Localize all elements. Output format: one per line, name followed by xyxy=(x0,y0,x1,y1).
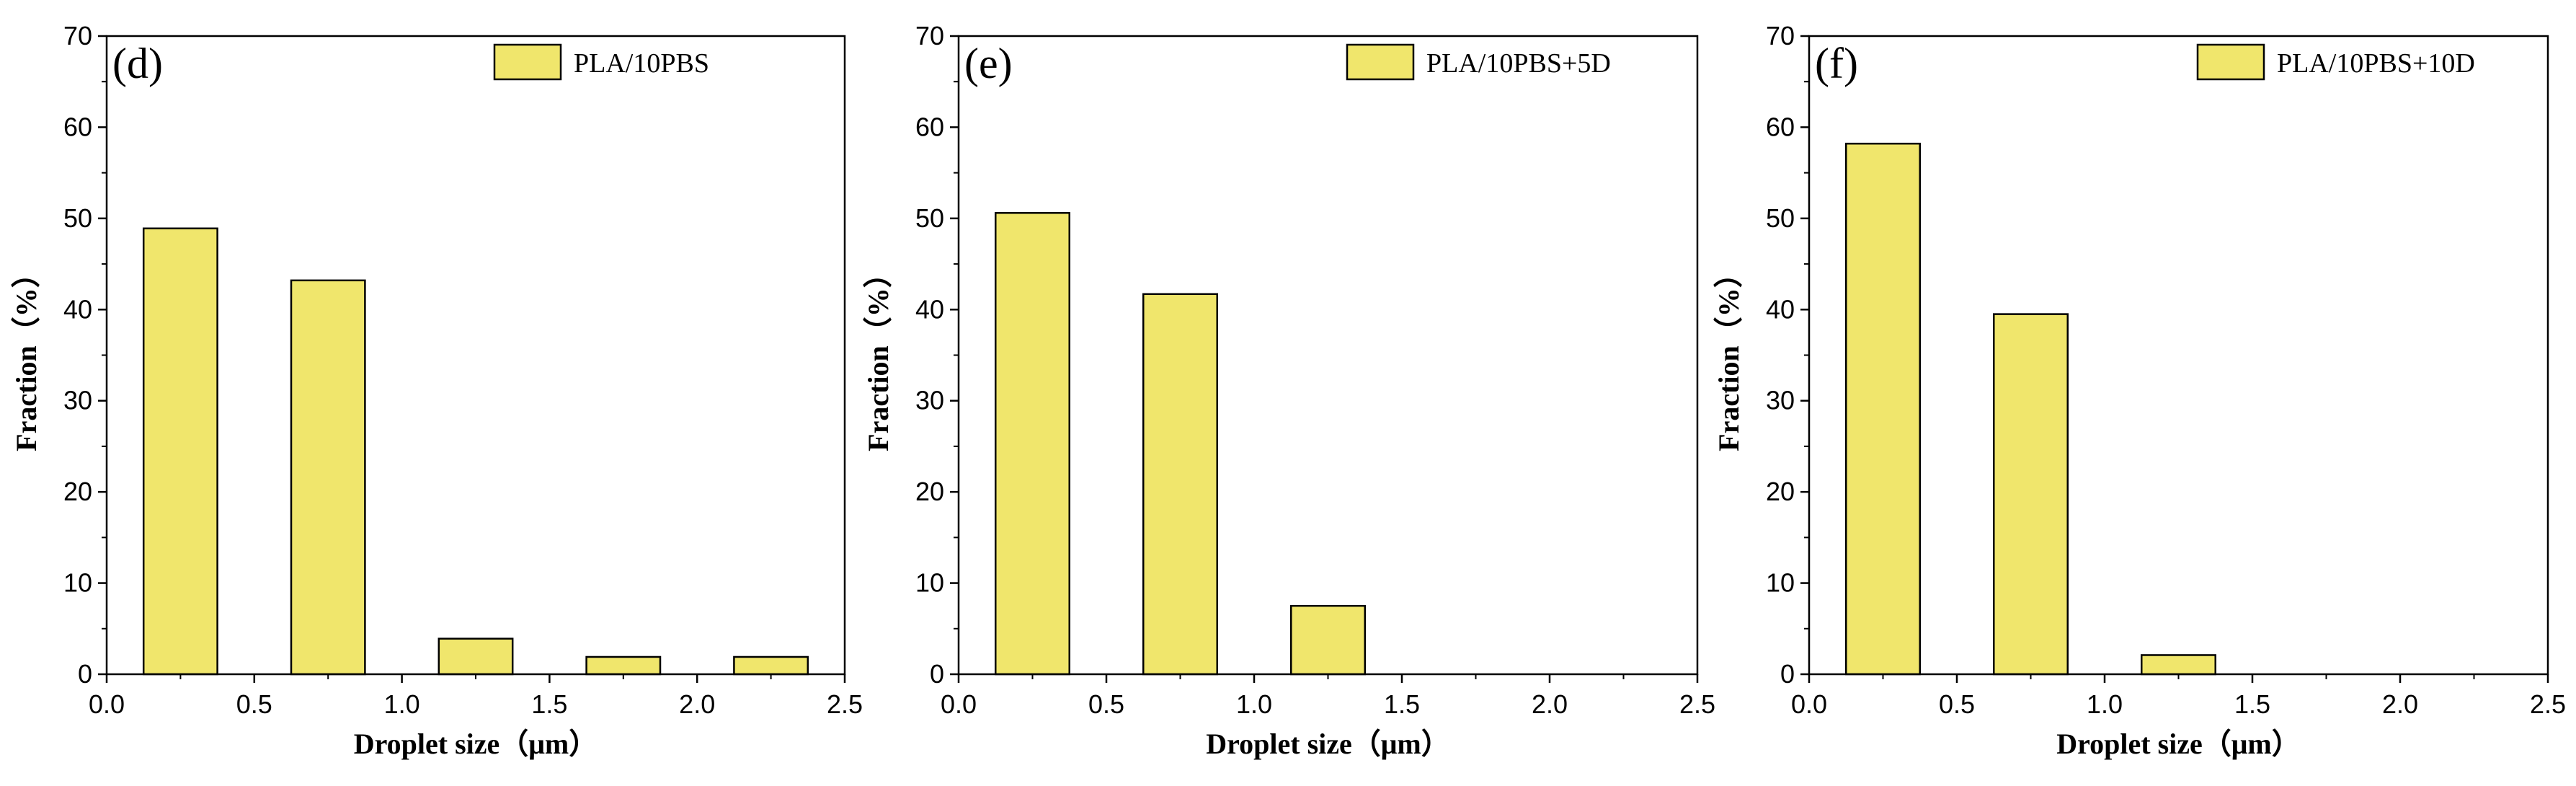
x-tick-label: 0.5 xyxy=(236,689,272,719)
x-tick-label: 0.5 xyxy=(1939,689,1975,719)
y-tick-label: 70 xyxy=(63,21,92,50)
y-tick-label: 20 xyxy=(915,477,944,506)
x-tick-label: 0.0 xyxy=(89,689,125,719)
y-tick-label: 60 xyxy=(915,112,944,141)
bar xyxy=(1993,313,2069,676)
x-tick-label: 1.5 xyxy=(1384,689,1420,719)
x-tick-label: 0.0 xyxy=(1791,689,1827,719)
bar xyxy=(733,655,809,676)
bar xyxy=(2141,654,2216,676)
y-tick-label: 60 xyxy=(63,112,92,141)
legend-label: PLA/10PBS+5D xyxy=(1426,48,1611,79)
y-tick-label: 30 xyxy=(63,386,92,415)
chart-panel-f: 0 10 20 30 40 50 60 70 0.0 0.5 1.0 1.5 2.0 2.5 Droplet… xyxy=(1713,21,2566,760)
x-tick-label: 2.0 xyxy=(2382,689,2418,719)
bar xyxy=(438,637,514,676)
y-tick-label: 0 xyxy=(930,659,944,689)
y-tick-label: 40 xyxy=(915,294,944,324)
y-tick-label: 70 xyxy=(1766,21,1795,50)
x-axis-title: Droplet size（μm） xyxy=(354,728,598,760)
y-tick-label: 0 xyxy=(78,659,92,689)
y-tick-label: 20 xyxy=(1766,477,1795,506)
y-tick-label: 50 xyxy=(1766,203,1795,233)
x-axis-title: Droplet size（μm） xyxy=(2056,728,2301,760)
y-tick-label: 50 xyxy=(915,203,944,233)
y-tick-label: 10 xyxy=(915,568,944,598)
y-tick-label: 10 xyxy=(63,568,92,598)
bar xyxy=(1142,293,1218,676)
panel-label: (e) xyxy=(964,40,1013,87)
bar xyxy=(995,212,1070,676)
x-tick-label: 2.0 xyxy=(679,689,715,719)
x-tick-label: 0.0 xyxy=(941,689,977,719)
chart-panel-d: 0 10 20 30 40 50 60 70 0.0 0.5 1.0 1.5 2.0 2.5 Droplet… xyxy=(10,21,863,760)
x-tick-label: 2.5 xyxy=(2530,689,2566,719)
x-tick-label: 1.0 xyxy=(384,689,420,719)
bar xyxy=(1845,142,1921,676)
bar xyxy=(585,655,662,676)
bar xyxy=(1290,604,1366,676)
x-tick-label: 0.5 xyxy=(1088,689,1124,719)
x-tick-label: 1.0 xyxy=(2087,689,2123,719)
y-tick-label: 60 xyxy=(1766,112,1795,141)
y-axis-title: Fraction（%） xyxy=(1713,259,1745,451)
x-tick-label: 2.0 xyxy=(1532,689,1568,719)
x-tick-label: 2.5 xyxy=(1679,689,1715,719)
legend-label: PLA/10PBS xyxy=(574,48,709,79)
y-tick-label: 70 xyxy=(915,21,944,50)
y-tick-label: 30 xyxy=(1766,386,1795,415)
y-tick-label: 30 xyxy=(915,386,944,415)
bar xyxy=(142,227,218,676)
y-tick-label: 20 xyxy=(63,477,92,506)
panel-label: (f) xyxy=(1815,40,1858,87)
x-tick-label: 1.0 xyxy=(1236,689,1272,719)
legend-swatch xyxy=(493,43,562,81)
y-tick-label: 40 xyxy=(63,294,92,324)
legend-swatch xyxy=(2196,43,2265,81)
x-tick-label: 1.5 xyxy=(531,689,567,719)
panel-label: (d) xyxy=(112,40,163,87)
y-axis-title: Fraction（%） xyxy=(862,259,894,451)
y-tick-label: 40 xyxy=(1766,294,1795,324)
y-tick-label: 0 xyxy=(1780,659,1795,689)
legend-swatch xyxy=(1346,43,1415,81)
y-tick-label: 10 xyxy=(1766,568,1795,598)
legend-label: PLA/10PBS+10D xyxy=(2277,48,2475,79)
x-axis-title: Droplet size（μm） xyxy=(1206,728,1450,760)
chart-panel-e: 0 10 20 30 40 50 60 70 0.0 0.5 1.0 1.5 2.0 2.5 Droplet… xyxy=(862,21,1715,760)
bar xyxy=(290,279,366,676)
x-tick-label: 2.5 xyxy=(827,689,863,719)
x-tick-label: 1.5 xyxy=(2234,689,2270,719)
y-tick-label: 50 xyxy=(63,203,92,233)
y-axis-title: Fraction（%） xyxy=(10,259,43,451)
